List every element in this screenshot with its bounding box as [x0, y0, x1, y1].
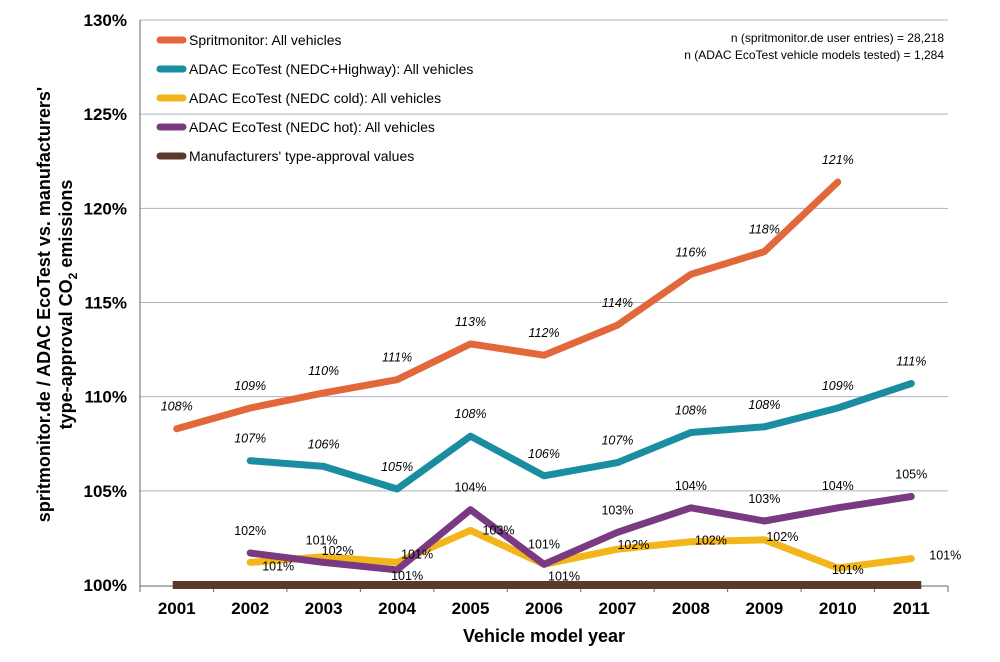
data-label: 101% — [401, 547, 433, 561]
sample-size-note: n (ADAC EcoTest vehicle models tested) =… — [684, 48, 944, 62]
data-label: 108% — [455, 407, 487, 421]
data-label: 112% — [528, 326, 559, 340]
series-line-1 — [246, 380, 915, 493]
data-label: 121% — [822, 153, 854, 167]
gridlines — [140, 19, 948, 492]
legend-label: Manufacturers' type-approval values — [189, 148, 414, 164]
data-label: 104% — [675, 479, 707, 493]
data-label: 108% — [748, 398, 780, 412]
data-label: 101% — [832, 563, 864, 577]
data-labels: 108% 109% 110% 111% 113% 112% 114% 116% 118% 121%… — [161, 153, 962, 583]
x-tick-label: 2006 — [525, 599, 563, 618]
sample-size-note: n (spritmonitor.de user entries) = 28,21… — [731, 31, 944, 45]
series-lines — [172, 178, 922, 589]
data-label: 109% — [822, 379, 854, 393]
legend-label: ADAC EcoTest (NEDC+Highway): All vehicle… — [189, 61, 473, 77]
legend-label: ADAC EcoTest (NEDC cold): All vehicles — [189, 90, 441, 106]
y-axis-title-suffix: emissions — [56, 180, 76, 273]
x-axis-title: Vehicle model year — [463, 626, 625, 646]
y-axis-title-line2: type-approval CO2 emissions — [56, 180, 80, 430]
series-line-2 — [246, 526, 915, 572]
data-label: 107% — [234, 432, 266, 446]
x-tick-label: 2008 — [672, 599, 710, 618]
data-label: 116% — [675, 245, 706, 259]
x-tick-label: 2005 — [452, 599, 490, 618]
data-label: 102% — [322, 544, 354, 558]
data-label: 106% — [308, 437, 340, 451]
data-label: 103% — [748, 492, 780, 506]
data-label: 110% — [308, 364, 339, 378]
data-label: 102% — [695, 534, 727, 548]
series-line-0 — [173, 178, 842, 433]
y-axis-title-subscript: 2 — [66, 272, 80, 279]
y-tick-label: 120% — [84, 199, 127, 218]
y-tick-label: 100% — [84, 576, 127, 595]
data-label: 101% — [306, 533, 338, 547]
data-label: 101% — [528, 537, 560, 551]
y-axis-title-line1: spritmonitor.de / ADAC EcoTest vs. manuf… — [34, 87, 54, 522]
data-label: 109% — [234, 379, 266, 393]
x-tick-label: 2003 — [305, 599, 343, 618]
data-label: 101% — [548, 569, 580, 583]
data-label: 102% — [766, 530, 798, 544]
data-label: 111% — [382, 351, 412, 365]
data-label: 113% — [455, 315, 486, 329]
legend-label: Spritmonitor: All vehicles — [189, 32, 342, 48]
data-label: 102% — [617, 538, 649, 552]
data-label: 114% — [602, 296, 633, 310]
x-tick-label: 2007 — [599, 599, 637, 618]
series-line-3 — [246, 493, 915, 574]
x-tick-label: 2009 — [745, 599, 783, 618]
data-label: 103% — [601, 503, 633, 517]
y-axis-title-text: type-approval CO — [56, 279, 76, 429]
data-label: 111% — [896, 354, 926, 368]
data-label: 105% — [381, 460, 413, 474]
legend-label: ADAC EcoTest (NEDC hot): All vehicles — [189, 119, 435, 135]
y-tick-label: 105% — [84, 482, 127, 501]
axes: 100% 105% 110% 115% 120% 125% 130% 2001 2002 2003… — [84, 11, 949, 618]
data-label: 103% — [483, 523, 515, 537]
data-label: 104% — [455, 481, 487, 495]
x-tick-label: 2011 — [893, 599, 930, 618]
x-tick-label: 2002 — [231, 599, 269, 618]
y-tick-label: 115% — [84, 294, 127, 313]
y-tick-label: 110% — [84, 388, 127, 407]
data-label: 107% — [601, 434, 633, 448]
data-label: 101% — [262, 559, 294, 573]
data-label: 102% — [234, 524, 266, 538]
data-label: 104% — [822, 479, 854, 493]
data-label: 101% — [391, 569, 423, 583]
x-tick-label: 2001 — [158, 599, 196, 618]
x-tick-label: 2004 — [378, 599, 416, 618]
data-label: 101% — [929, 549, 961, 563]
data-label: 118% — [749, 223, 780, 237]
legend: Spritmonitor: All vehicles ADAC EcoTest (… — [156, 32, 473, 164]
sample-size-notes: n (spritmonitor.de user entries) = 28,21… — [684, 31, 944, 62]
y-tick-label: 125% — [84, 105, 127, 124]
data-label: 108% — [675, 403, 707, 417]
data-label: 105% — [895, 467, 927, 481]
x-tick-label: 2010 — [819, 599, 857, 618]
y-tick-label: 130% — [84, 11, 127, 30]
data-label: 108% — [161, 400, 193, 414]
data-label: 106% — [528, 447, 560, 461]
